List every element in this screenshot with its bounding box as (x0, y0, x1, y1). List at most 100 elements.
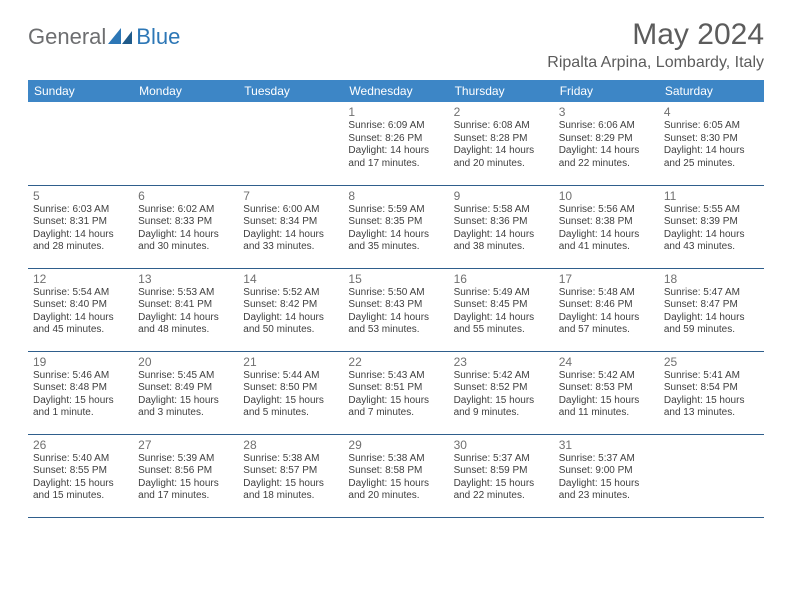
day-info: Sunrise: 5:46 AMSunset: 8:48 PMDaylight:… (33, 370, 128, 420)
day-number: 3 (559, 105, 654, 119)
col-monday: Monday (133, 80, 238, 102)
day-number: 27 (138, 438, 233, 452)
day-number: 23 (454, 355, 549, 369)
day-info: Sunrise: 5:38 AMSunset: 8:57 PMDaylight:… (243, 453, 338, 503)
day-info: Sunrise: 5:37 AMSunset: 9:00 PMDaylight:… (559, 453, 654, 503)
day-cell: 1Sunrise: 6:09 AMSunset: 8:26 PMDaylight… (343, 102, 448, 185)
day-info: Sunrise: 5:44 AMSunset: 8:50 PMDaylight:… (243, 370, 338, 420)
day-info: Sunrise: 5:47 AMSunset: 8:47 PMDaylight:… (664, 287, 759, 337)
day-info: Sunrise: 6:02 AMSunset: 8:33 PMDaylight:… (138, 204, 233, 254)
logo-text-general: General (28, 24, 106, 50)
week-row: 12Sunrise: 5:54 AMSunset: 8:40 PMDayligh… (28, 268, 764, 351)
day-info: Sunrise: 5:59 AMSunset: 8:35 PMDaylight:… (348, 204, 443, 254)
day-number: 5 (33, 189, 128, 203)
day-cell: 11Sunrise: 5:55 AMSunset: 8:39 PMDayligh… (659, 185, 764, 268)
day-number: 1 (348, 105, 443, 119)
day-info: Sunrise: 5:42 AMSunset: 8:53 PMDaylight:… (559, 370, 654, 420)
col-friday: Friday (554, 80, 659, 102)
day-cell: 10Sunrise: 5:56 AMSunset: 8:38 PMDayligh… (554, 185, 659, 268)
logo: General Blue (28, 18, 180, 50)
day-cell (133, 102, 238, 185)
day-cell: 26Sunrise: 5:40 AMSunset: 8:55 PMDayligh… (28, 434, 133, 517)
day-cell: 2Sunrise: 6:08 AMSunset: 8:28 PMDaylight… (449, 102, 554, 185)
day-number: 4 (664, 105, 759, 119)
day-info: Sunrise: 5:52 AMSunset: 8:42 PMDaylight:… (243, 287, 338, 337)
day-number: 14 (243, 272, 338, 286)
day-cell: 22Sunrise: 5:43 AMSunset: 8:51 PMDayligh… (343, 351, 448, 434)
header: General Blue May 2024 Ripalta Arpina, Lo… (28, 18, 764, 72)
day-cell: 18Sunrise: 5:47 AMSunset: 8:47 PMDayligh… (659, 268, 764, 351)
col-sunday: Sunday (28, 80, 133, 102)
day-number: 8 (348, 189, 443, 203)
day-number: 10 (559, 189, 654, 203)
day-number: 11 (664, 189, 759, 203)
col-tuesday: Tuesday (238, 80, 343, 102)
day-cell: 12Sunrise: 5:54 AMSunset: 8:40 PMDayligh… (28, 268, 133, 351)
day-number: 13 (138, 272, 233, 286)
day-cell: 15Sunrise: 5:50 AMSunset: 8:43 PMDayligh… (343, 268, 448, 351)
day-cell: 27Sunrise: 5:39 AMSunset: 8:56 PMDayligh… (133, 434, 238, 517)
week-row: 1Sunrise: 6:09 AMSunset: 8:26 PMDaylight… (28, 102, 764, 185)
day-number: 30 (454, 438, 549, 452)
day-cell: 7Sunrise: 6:00 AMSunset: 8:34 PMDaylight… (238, 185, 343, 268)
day-info: Sunrise: 5:54 AMSunset: 8:40 PMDaylight:… (33, 287, 128, 337)
month-title: May 2024 (547, 18, 764, 52)
day-info: Sunrise: 5:48 AMSunset: 8:46 PMDaylight:… (559, 287, 654, 337)
day-number: 28 (243, 438, 338, 452)
day-cell (238, 102, 343, 185)
day-number: 7 (243, 189, 338, 203)
day-cell: 13Sunrise: 5:53 AMSunset: 8:41 PMDayligh… (133, 268, 238, 351)
day-cell: 17Sunrise: 5:48 AMSunset: 8:46 PMDayligh… (554, 268, 659, 351)
day-number: 18 (664, 272, 759, 286)
day-info: Sunrise: 5:43 AMSunset: 8:51 PMDaylight:… (348, 370, 443, 420)
day-info: Sunrise: 6:00 AMSunset: 8:34 PMDaylight:… (243, 204, 338, 254)
day-number: 9 (454, 189, 549, 203)
day-cell: 4Sunrise: 6:05 AMSunset: 8:30 PMDaylight… (659, 102, 764, 185)
day-cell: 31Sunrise: 5:37 AMSunset: 9:00 PMDayligh… (554, 434, 659, 517)
col-wednesday: Wednesday (343, 80, 448, 102)
col-thursday: Thursday (449, 80, 554, 102)
logo-sail-icon (108, 28, 134, 46)
day-number: 21 (243, 355, 338, 369)
day-info: Sunrise: 6:06 AMSunset: 8:29 PMDaylight:… (559, 120, 654, 170)
day-number: 26 (33, 438, 128, 452)
day-number: 20 (138, 355, 233, 369)
day-info: Sunrise: 5:50 AMSunset: 8:43 PMDaylight:… (348, 287, 443, 337)
day-cell: 25Sunrise: 5:41 AMSunset: 8:54 PMDayligh… (659, 351, 764, 434)
week-row: 19Sunrise: 5:46 AMSunset: 8:48 PMDayligh… (28, 351, 764, 434)
day-info: Sunrise: 5:53 AMSunset: 8:41 PMDaylight:… (138, 287, 233, 337)
location: Ripalta Arpina, Lombardy, Italy (547, 54, 764, 72)
day-info: Sunrise: 6:08 AMSunset: 8:28 PMDaylight:… (454, 120, 549, 170)
title-block: May 2024 Ripalta Arpina, Lombardy, Italy (547, 18, 764, 72)
day-info: Sunrise: 5:37 AMSunset: 8:59 PMDaylight:… (454, 453, 549, 503)
day-info: Sunrise: 5:41 AMSunset: 8:54 PMDaylight:… (664, 370, 759, 420)
day-number: 31 (559, 438, 654, 452)
day-number: 24 (559, 355, 654, 369)
day-number: 19 (33, 355, 128, 369)
week-row: 26Sunrise: 5:40 AMSunset: 8:55 PMDayligh… (28, 434, 764, 517)
day-cell: 20Sunrise: 5:45 AMSunset: 8:49 PMDayligh… (133, 351, 238, 434)
day-cell: 16Sunrise: 5:49 AMSunset: 8:45 PMDayligh… (449, 268, 554, 351)
day-info: Sunrise: 5:42 AMSunset: 8:52 PMDaylight:… (454, 370, 549, 420)
day-cell: 28Sunrise: 5:38 AMSunset: 8:57 PMDayligh… (238, 434, 343, 517)
calendar-page: General Blue May 2024 Ripalta Arpina, Lo… (0, 0, 792, 536)
day-info: Sunrise: 5:38 AMSunset: 8:58 PMDaylight:… (348, 453, 443, 503)
day-info: Sunrise: 5:56 AMSunset: 8:38 PMDaylight:… (559, 204, 654, 254)
day-info: Sunrise: 6:05 AMSunset: 8:30 PMDaylight:… (664, 120, 759, 170)
day-info: Sunrise: 5:45 AMSunset: 8:49 PMDaylight:… (138, 370, 233, 420)
day-number: 16 (454, 272, 549, 286)
day-cell: 6Sunrise: 6:02 AMSunset: 8:33 PMDaylight… (133, 185, 238, 268)
day-number: 17 (559, 272, 654, 286)
day-cell: 29Sunrise: 5:38 AMSunset: 8:58 PMDayligh… (343, 434, 448, 517)
day-cell: 3Sunrise: 6:06 AMSunset: 8:29 PMDaylight… (554, 102, 659, 185)
day-number: 2 (454, 105, 549, 119)
day-cell (28, 102, 133, 185)
day-number: 25 (664, 355, 759, 369)
day-number: 12 (33, 272, 128, 286)
day-info: Sunrise: 6:03 AMSunset: 8:31 PMDaylight:… (33, 204, 128, 254)
day-info: Sunrise: 6:09 AMSunset: 8:26 PMDaylight:… (348, 120, 443, 170)
col-saturday: Saturday (659, 80, 764, 102)
logo-text-blue: Blue (136, 24, 180, 50)
day-info: Sunrise: 5:40 AMSunset: 8:55 PMDaylight:… (33, 453, 128, 503)
day-cell: 24Sunrise: 5:42 AMSunset: 8:53 PMDayligh… (554, 351, 659, 434)
